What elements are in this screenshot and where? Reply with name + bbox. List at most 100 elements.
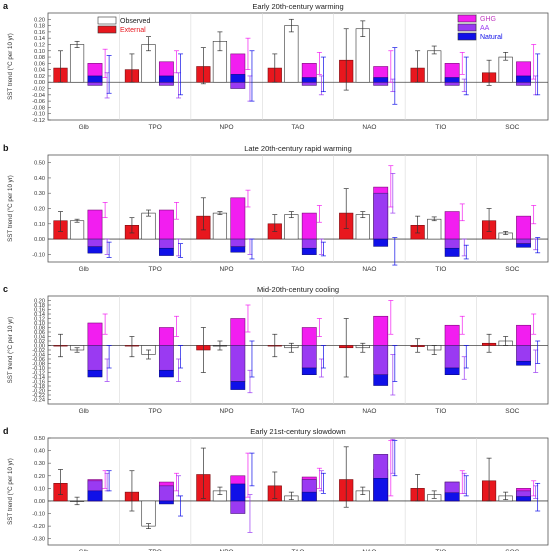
natural-bar <box>87 246 103 254</box>
category-label: NAO <box>362 124 376 131</box>
observed-bar <box>141 500 156 527</box>
ghg-bar <box>301 327 317 346</box>
category-label: TPO <box>148 408 161 415</box>
y-tick-label: 0.20 <box>34 299 45 305</box>
category-label: TPO <box>148 124 161 131</box>
y-tick-label: 0.10 <box>34 222 45 228</box>
y-tick-label: -0.02 <box>32 87 45 93</box>
y-tick-label: -0.12 <box>32 371 45 377</box>
group-tao: TAO <box>267 18 326 131</box>
group-tio: TIO <box>410 203 469 273</box>
ghg-bar <box>87 322 103 346</box>
aa-bar <box>158 485 174 502</box>
aa-bar <box>158 238 174 249</box>
y-tick-label: 0.18 <box>34 24 45 30</box>
group-tao: TAO <box>267 318 326 415</box>
y-tick-label: -0.08 <box>32 362 45 368</box>
panel-letter: a <box>3 1 9 11</box>
y-tick-label: 0.10 <box>34 49 45 55</box>
legend-label: Natural <box>480 34 503 41</box>
category-label: NPO <box>220 266 234 273</box>
panel-title: Early 21st-century slowdown <box>250 427 345 436</box>
legend-ghg-aa-natural: GHG AA Natural <box>457 14 503 41</box>
panel-letter: c <box>3 284 8 294</box>
category-label: SOC <box>505 408 519 415</box>
y-tick-label: -0.04 <box>32 353 45 359</box>
panel-title: Late 20th-century rapid warming <box>244 144 352 153</box>
natural-bar <box>516 243 531 248</box>
y-tick-label: 0.06 <box>34 61 45 67</box>
y-tick-label: 0.40 <box>34 449 45 455</box>
group-nao: NAO <box>339 438 398 551</box>
category-label: SOC <box>505 124 519 131</box>
y-tick-label: 0.08 <box>34 326 45 332</box>
natural-bar <box>444 247 460 257</box>
observed-bar <box>212 212 228 240</box>
y-tick-label: 0.20 <box>34 207 45 213</box>
panel-letter: b <box>3 143 9 153</box>
legend-label: Observed <box>120 18 150 25</box>
natural-bar <box>87 490 103 502</box>
natural-bar <box>301 367 317 375</box>
aa-bar <box>444 238 460 249</box>
legend-label: External <box>120 27 146 34</box>
category-label: SOC <box>505 266 519 273</box>
group-npo: NPO <box>196 31 255 131</box>
y-tick-label: 0.10 <box>34 486 45 492</box>
category-label: TAO <box>292 549 305 551</box>
group-soc: SOC <box>481 205 541 273</box>
group-soc: SOC <box>481 457 541 551</box>
natural-bar <box>444 367 460 375</box>
aa-bar <box>516 238 531 244</box>
y-tick-label: 0.20 <box>34 17 45 23</box>
aa-bar <box>230 500 246 514</box>
category-label: TPO <box>148 549 161 551</box>
y-tick-label: -0.02 <box>32 348 45 354</box>
y-tick-label: -0.10 <box>32 252 45 258</box>
aa-bar <box>373 192 389 240</box>
natural-bar <box>159 247 174 256</box>
group-tpo: TPO <box>124 470 184 551</box>
panel-c: c Mid-20th-century cooling -0.24-0.22-0.20… <box>3 284 549 415</box>
ghg-bar <box>230 318 246 346</box>
ghg-bar <box>444 211 460 240</box>
group-tio: TIO <box>410 315 469 415</box>
group-tao: TAO <box>267 467 326 551</box>
plot-frame <box>47 154 549 263</box>
ghg-bar <box>516 324 531 346</box>
observed-bar <box>69 44 85 83</box>
group-nao: NAO <box>339 20 398 131</box>
category-label: TAO <box>292 124 305 131</box>
category-label: TPO <box>148 266 161 273</box>
category-label: Glb <box>79 124 90 131</box>
natural-bar <box>159 75 174 83</box>
natural-bar <box>516 361 531 366</box>
observed-bar <box>427 218 442 240</box>
y-tick-label: 0.18 <box>34 303 45 309</box>
category-label: Glb <box>79 266 90 273</box>
aa-bar <box>230 345 246 382</box>
legend-observed-external: Observed External <box>97 16 150 34</box>
category-label: TIO <box>435 124 446 131</box>
group-tio: TIO <box>410 470 469 551</box>
panel-title: Mid-20th-century cooling <box>257 285 339 294</box>
group-tpo: TPO <box>124 202 184 273</box>
natural-bar <box>516 496 531 502</box>
legend-label: AA <box>480 25 490 32</box>
category-label: TIO <box>435 549 446 551</box>
group-tpo: TPO <box>124 315 184 415</box>
aa-bar <box>373 345 389 376</box>
y-axis-label: SST trend (°C per 10 yr) <box>7 33 14 100</box>
y-tick-label: -0.20 <box>32 389 45 395</box>
aa-bar <box>301 81 317 86</box>
natural-bar <box>301 77 317 83</box>
legend-swatch <box>97 16 117 25</box>
group-tao: TAO <box>267 205 326 273</box>
y-tick-label: 0.16 <box>34 30 45 36</box>
y-tick-label: 0.14 <box>34 312 45 318</box>
y-tick-label: 0.12 <box>34 42 45 48</box>
group-tio: TIO <box>410 45 469 131</box>
panel-letter: d <box>3 426 9 436</box>
natural-bar <box>373 77 389 83</box>
